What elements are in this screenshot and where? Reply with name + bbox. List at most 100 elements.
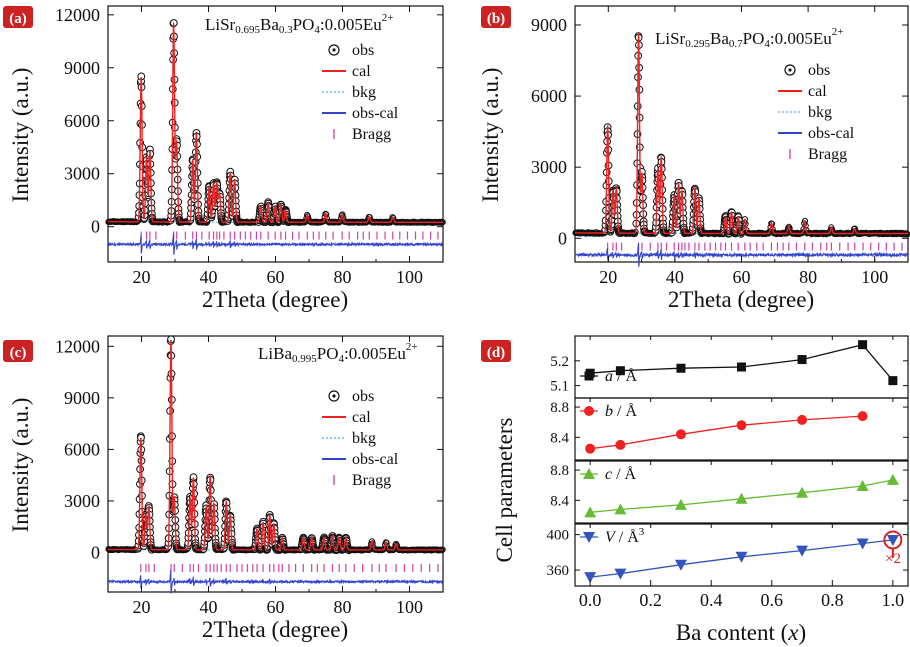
- panel-b-ticks-layer: 20 40 60 80 100 0 3000 6000 9000: [531, 6, 909, 287]
- formula-part: Ba: [710, 29, 729, 48]
- panel-c-legend: obs cal bkg obs-cal Bragg: [322, 388, 399, 489]
- legend-a-name: a: [605, 368, 613, 385]
- x-tick-label: 100: [861, 267, 888, 287]
- legend-obs-dot: [788, 68, 792, 72]
- panel-d-ylabel: Cell parameters: [492, 417, 517, 562]
- legend-b-unit: / Å: [613, 402, 637, 420]
- legend-label: cal: [352, 63, 371, 80]
- x-tick-label: 60: [267, 597, 285, 617]
- x-tick-label: 40: [200, 597, 218, 617]
- x-tick-label: 20: [133, 267, 151, 287]
- d-y-tick-label: 8.4: [550, 493, 569, 509]
- panel-c-label: (c): [10, 345, 27, 361]
- legend-label: obs: [352, 388, 374, 405]
- panel-a-legend: obs cal bkg obs-cal Bragg: [322, 42, 399, 143]
- formula-part: LiSr: [655, 29, 686, 48]
- y-tick-label: 0: [91, 217, 100, 237]
- panel-d-xlabel-part: Ba content (: [676, 620, 788, 645]
- series-c-point: [886, 473, 899, 485]
- x-tick-label: 60: [267, 267, 285, 287]
- y-tick-label: 3000: [64, 491, 100, 511]
- panel-b-data-layer: [572, 32, 910, 267]
- legend-label: Bragg: [352, 472, 391, 489]
- legend-label: bkg: [352, 84, 376, 101]
- y-tick-label: 6000: [64, 439, 100, 459]
- series-b-line: [590, 415, 863, 450]
- x-tick-label: 40: [200, 267, 218, 287]
- series-b-point: [615, 439, 626, 450]
- series-b-point: [736, 420, 747, 431]
- x-tick-label: 80: [799, 267, 817, 287]
- d-y-tick-label: 8.8: [550, 400, 569, 416]
- panel-badge-box: [3, 6, 33, 28]
- panel-a-xlabel: 2Theta (degree): [202, 287, 348, 312]
- y-tick-label: 6000: [64, 111, 100, 131]
- formula-part: :0.005Eu: [320, 15, 382, 34]
- formula-part: :0.005Eu: [344, 344, 406, 363]
- x-tick-label: 60: [733, 267, 751, 287]
- formula-part: 0.3: [279, 24, 293, 36]
- panel-c-badge: (c): [3, 340, 33, 362]
- legend-V-unit: / Å: [615, 528, 639, 546]
- y-tick-label: 12000: [55, 336, 100, 356]
- legend-label: bkg: [808, 104, 832, 121]
- d-x-tick-label: 0.2: [639, 590, 662, 610]
- x-tick-label: 100: [396, 267, 423, 287]
- legend-label: Bragg: [352, 126, 391, 143]
- panel-a-ticks-layer: 20 40 60 80 100 0 3000 6000 9000 12000: [55, 5, 444, 287]
- legend-label: obs-cal: [808, 125, 855, 142]
- d-y-tick-label: 360: [547, 563, 570, 579]
- observed-points: [105, 19, 446, 227]
- panel-a-data-layer: [105, 19, 446, 255]
- panel-b-composition-formula: LiSr0.295Ba0.7PO4:0.005Eu2+: [655, 26, 843, 50]
- series-a-point: [737, 362, 746, 372]
- panel-d-series-labels: a / Åb / Åc / ÅV / Å3: [580, 367, 645, 546]
- y-tick-label: 9000: [64, 58, 100, 78]
- formula-part: PO: [317, 344, 339, 363]
- legend-b-name: b: [605, 403, 613, 420]
- d-y-tick-label: 5.1: [550, 379, 569, 395]
- series-a-point: [858, 340, 868, 350]
- panel-c-xlabel: 2Theta (degree): [202, 617, 348, 642]
- legend-label: cal: [352, 409, 371, 426]
- panel-a-ylabel: Intensity (a.u.): [8, 68, 33, 203]
- panel-b-xrd: 20 40 60 80 100 0 3000 6000 9000 obs cal bkg obs-ca…: [478, 5, 910, 312]
- legend-label: Bragg: [808, 146, 847, 163]
- x-tick-label: 20: [133, 597, 151, 617]
- panel-b-xlabel: 2Theta (degree): [668, 287, 814, 312]
- legend-label: obs: [808, 62, 830, 79]
- formula-part: 2+: [382, 12, 394, 24]
- observed-points: [572, 32, 910, 238]
- y-tick-label: 12000: [55, 5, 100, 25]
- series-b-point: [585, 443, 596, 454]
- legend-label: obs-cal: [352, 105, 399, 122]
- formula-part: LiBa: [258, 344, 292, 363]
- x-tick-label: 40: [666, 267, 684, 287]
- formula-part: 2+: [832, 26, 844, 38]
- panel-b-legend: obs cal bkg obs-cal Bragg: [778, 62, 855, 163]
- formula-part: PO: [293, 15, 315, 34]
- formula-part: 0.295: [685, 38, 710, 50]
- formula-part: 2+: [406, 341, 418, 353]
- d-y-tick-label: 5.2: [550, 354, 569, 370]
- formula-part: Ba: [260, 15, 279, 34]
- y-tick-label: 3000: [64, 164, 100, 184]
- x-tick-label: 80: [334, 597, 352, 617]
- x-tick-label: 100: [396, 597, 423, 617]
- y-tick-label: 0: [558, 228, 567, 248]
- legend-label: bkg: [352, 430, 376, 447]
- panel-d-cell-parameters: 5.1 5.2 8.4 8.8 8.4 8.8 360 400 0.0 0.2 0.4 0.6 0.8 1…: [481, 335, 909, 645]
- panel-c-ylabel: Intensity (a.u.): [8, 398, 33, 533]
- panel-a-label: (a): [9, 11, 27, 27]
- formula-part: PO: [743, 29, 765, 48]
- legend-c-name: c: [605, 466, 612, 483]
- calculated-curve: [108, 21, 443, 223]
- legend-V-unit-sup: 3: [639, 526, 645, 538]
- formula-part: 4: [314, 24, 320, 36]
- formula-part: 0.995: [292, 353, 317, 365]
- legend-V-label: V / Å3: [605, 526, 645, 546]
- panel-d-xlabel-part: x: [787, 620, 799, 645]
- d-x-tick-label: 0.8: [821, 590, 844, 610]
